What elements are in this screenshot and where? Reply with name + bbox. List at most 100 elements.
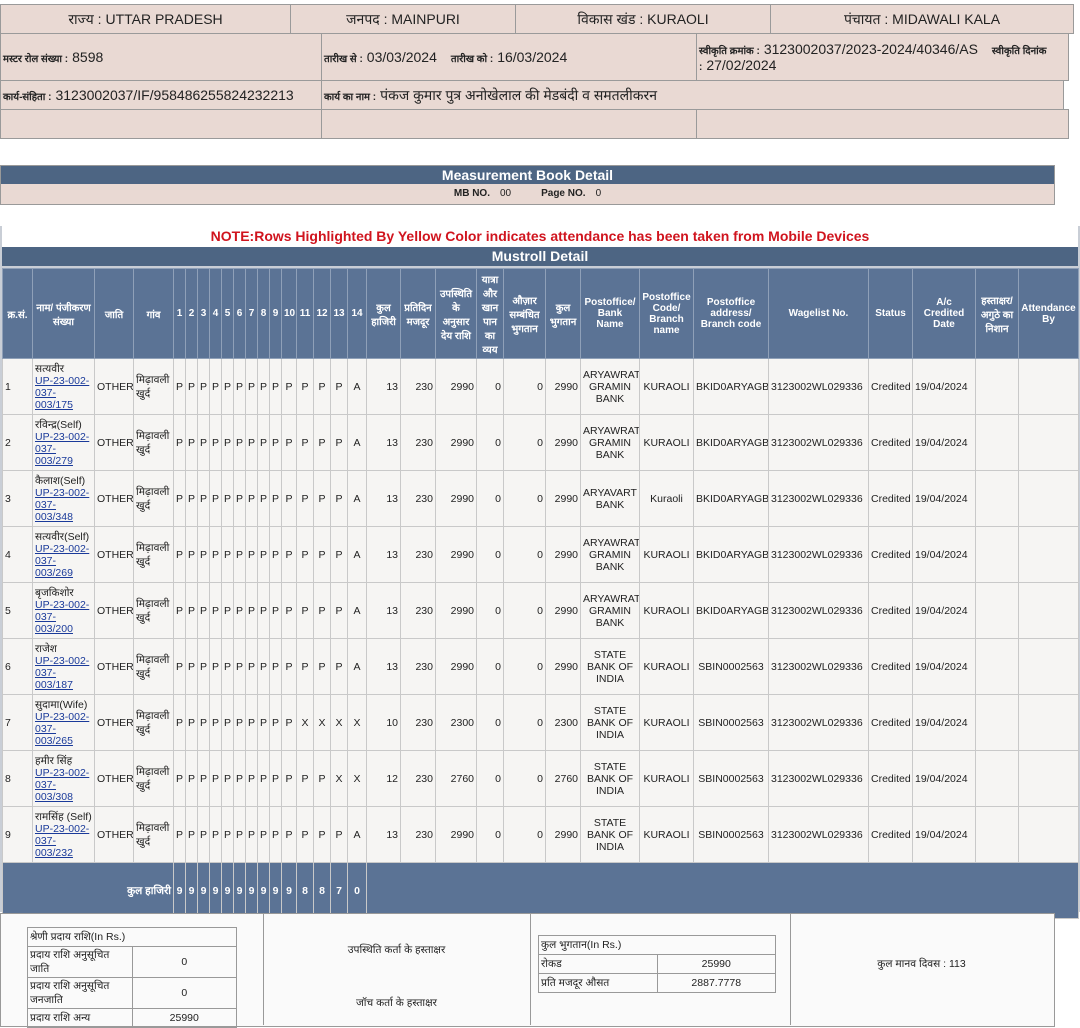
total: 9: [209, 862, 222, 919]
attendance: P: [296, 358, 314, 415]
reg: UP-23-002-037-003/269: [35, 542, 90, 579]
attendance: P: [209, 750, 222, 807]
column-header: औज़ार सम्बंधित भुगतान: [503, 268, 546, 359]
cell: 19/04/2024: [912, 526, 976, 583]
cell: मिढ़ावली खुर्द: [133, 694, 174, 751]
cell: सत्यवीर(Self) UP-23-002-037-003/269: [32, 526, 95, 583]
attendance: P: [197, 470, 210, 527]
cell: 0: [476, 806, 504, 863]
reg: UP-23-002-037-003/265: [35, 710, 90, 747]
title: श्रेणी प्रदाय राशि(In Rs.): [27, 927, 237, 947]
cell: [1018, 414, 1079, 471]
cell: [975, 806, 1019, 863]
cell: 0: [503, 358, 546, 415]
total: 9: [269, 862, 282, 919]
header: राज्य : UTTAR PRADESH जनपद : MAINPURI विका…: [0, 4, 1074, 139]
name: सुदामा(Wife): [35, 698, 88, 711]
cell: 0: [476, 414, 504, 471]
attendance: A: [347, 806, 367, 863]
header-cell: राज्य : UTTAR PRADESH: [0, 4, 291, 34]
total-label: कुल हाजिरी: [2, 862, 174, 919]
cell: 2300: [435, 694, 477, 751]
header-cell: जनपद : MAINPURI: [290, 4, 516, 34]
cell: 0: [503, 526, 546, 583]
mb-title: Measurement Book Detail: [1, 166, 1054, 184]
cell: 2990: [435, 638, 477, 695]
attendance: P: [173, 358, 186, 415]
attendance: P: [209, 526, 222, 583]
cell: 2990: [435, 414, 477, 471]
cell: 2990: [545, 470, 581, 527]
cell: 2990: [545, 806, 581, 863]
cell: 230: [400, 358, 436, 415]
attendance: P: [233, 638, 246, 695]
attendance: P: [257, 414, 270, 471]
attendance: P: [313, 582, 331, 639]
data-row: 8 हमीर सिंह UP-23-002-037-003/308 OTHER मिढ़…: [2, 750, 1079, 807]
cell: बृजकिशोर UP-23-002-037-003/200: [32, 582, 95, 639]
value: 3123002037/2023-2024/40346/AS: [763, 41, 978, 57]
column-header: 14: [347, 268, 367, 359]
column-header: 9: [269, 268, 282, 359]
attendance: P: [245, 638, 258, 695]
value: 0: [131, 977, 237, 1009]
cell: 3123002WL029336: [768, 470, 869, 527]
attendance: X: [313, 694, 331, 751]
cell: 5: [2, 582, 33, 639]
attendance: P: [185, 470, 198, 527]
attendance: P: [173, 582, 186, 639]
cell: 13: [366, 638, 401, 695]
column-header: हस्ताक्षर/ अगुठे का निशान: [975, 268, 1019, 359]
attendance: P: [281, 414, 297, 471]
attendance: P: [313, 526, 331, 583]
cell: 3123002WL029336: [768, 414, 869, 471]
attendance: P: [185, 358, 198, 415]
data-row: 4 सत्यवीर(Self) UP-23-002-037-003/269 OTHER…: [2, 526, 1079, 583]
row: प्रदाय राशि अनुसूचित जाति 0: [27, 946, 237, 978]
mb-line: MB NO. 00 Page NO. 0: [1, 184, 1054, 204]
header-row: [0, 109, 1069, 139]
attendance: P: [281, 358, 297, 415]
cell: SBIN0002563: [693, 806, 769, 863]
cell: STATE BANK OF INDIA: [580, 694, 640, 751]
attendance: P: [185, 526, 198, 583]
attendance: P: [281, 526, 297, 583]
attendance: P: [296, 638, 314, 695]
attendance: X: [330, 694, 348, 751]
cell: OTHER: [94, 750, 134, 807]
attendance: P: [209, 694, 222, 751]
attendance: P: [245, 806, 258, 863]
cell: KURAOLI: [639, 694, 694, 751]
cell: 2760: [435, 750, 477, 807]
data-row: 7 सुदामा(Wife) UP-23-002-037-003/265 OTHER म…: [2, 694, 1079, 751]
cell: 2760: [545, 750, 581, 807]
reg: UP-23-002-037-003/308: [35, 766, 90, 803]
mustroll-table: क्र.सं. नाम/ पंजीकरण संख्या जाति गांव 1 2 3 4 5 6…: [2, 268, 1079, 919]
cell: KURAOLI: [639, 358, 694, 415]
cell: [975, 358, 1019, 415]
attendance: P: [245, 582, 258, 639]
column-header: A/c Credited Date: [912, 268, 976, 359]
cell: 13: [366, 806, 401, 863]
total: [366, 862, 1079, 919]
attendance: P: [185, 638, 198, 695]
reg: UP-23-002-037-003/175: [35, 374, 90, 411]
attendance: P: [257, 638, 270, 695]
cell: OTHER: [94, 638, 134, 695]
attendance: P: [330, 582, 348, 639]
attendance: P: [245, 358, 258, 415]
header-cell: [0, 109, 322, 139]
cell: [1018, 750, 1079, 807]
attendance: P: [257, 806, 270, 863]
column-header: उपस्थिति के अनुसार देय राशि: [435, 268, 477, 359]
attendance: P: [197, 638, 210, 695]
name: बृजकिशोर: [35, 586, 74, 599]
total: 9: [233, 862, 246, 919]
attendance: P: [296, 470, 314, 527]
column-header: 12: [313, 268, 331, 359]
cell: 2990: [435, 358, 477, 415]
cell: STATE BANK OF INDIA: [580, 806, 640, 863]
cell: 2990: [545, 582, 581, 639]
cell: OTHER: [94, 582, 134, 639]
cell: 13: [366, 414, 401, 471]
